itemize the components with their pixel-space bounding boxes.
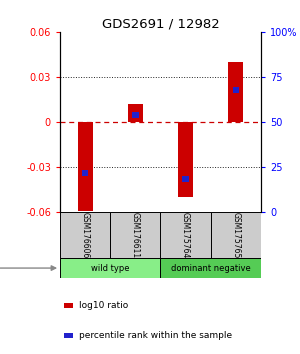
Bar	[64, 333, 73, 338]
Text: dominant negative: dominant negative	[171, 264, 250, 273]
Text: GSM176611: GSM176611	[131, 212, 140, 258]
Bar	[178, 122, 193, 198]
Bar	[78, 122, 93, 211]
Bar	[211, 212, 261, 258]
Bar	[160, 212, 211, 258]
Text: log10 ratio: log10 ratio	[79, 301, 128, 310]
Bar	[160, 258, 261, 278]
Bar	[228, 62, 243, 122]
Bar	[132, 112, 139, 118]
Bar	[110, 212, 160, 258]
Bar	[60, 212, 110, 258]
Text: GSM175765: GSM175765	[231, 212, 240, 258]
Text: GSM175764: GSM175764	[181, 212, 190, 258]
Bar	[60, 258, 160, 278]
Text: percentile rank within the sample: percentile rank within the sample	[79, 331, 232, 340]
Text: wild type: wild type	[91, 264, 130, 273]
Bar	[64, 303, 73, 308]
Bar	[82, 170, 88, 176]
Title: GDS2691 / 12982: GDS2691 / 12982	[102, 18, 219, 31]
Bar	[182, 176, 189, 182]
Bar	[128, 104, 143, 122]
Text: GSM176606: GSM176606	[81, 212, 90, 258]
Text: strain: strain	[0, 263, 56, 273]
Bar	[232, 87, 239, 93]
